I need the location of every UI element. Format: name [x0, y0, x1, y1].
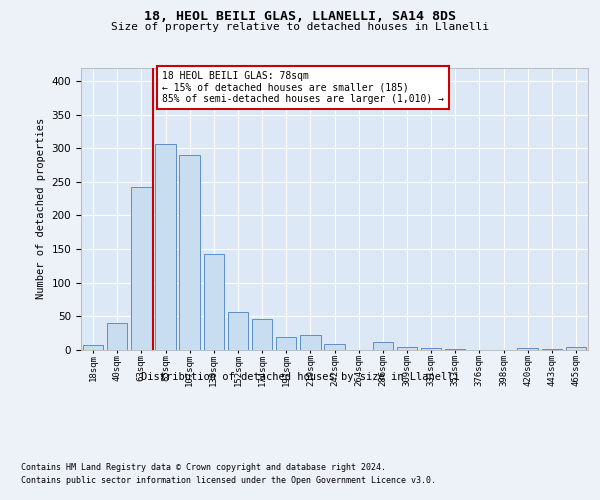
Bar — [107, 323, 127, 350]
Bar — [324, 344, 345, 350]
Bar — [155, 144, 176, 350]
Text: Distribution of detached houses by size in Llanelli: Distribution of detached houses by size … — [140, 372, 460, 382]
Bar — [542, 348, 562, 350]
Bar — [227, 312, 248, 350]
Bar — [517, 348, 538, 350]
Bar — [445, 348, 466, 350]
Bar — [252, 319, 272, 350]
Bar — [300, 335, 320, 350]
Text: Size of property relative to detached houses in Llanelli: Size of property relative to detached ho… — [111, 22, 489, 32]
Bar — [131, 187, 152, 350]
Bar — [397, 346, 417, 350]
Text: Contains public sector information licensed under the Open Government Licence v3: Contains public sector information licen… — [21, 476, 436, 485]
Y-axis label: Number of detached properties: Number of detached properties — [36, 118, 46, 300]
Bar — [203, 254, 224, 350]
Text: 18, HEOL BEILI GLAS, LLANELLI, SA14 8DS: 18, HEOL BEILI GLAS, LLANELLI, SA14 8DS — [144, 10, 456, 23]
Bar — [276, 336, 296, 350]
Bar — [421, 348, 442, 350]
Bar — [373, 342, 393, 350]
Bar — [179, 155, 200, 350]
Bar — [83, 344, 103, 350]
Bar — [566, 348, 586, 350]
Text: 18 HEOL BEILI GLAS: 78sqm
← 15% of detached houses are smaller (185)
85% of semi: 18 HEOL BEILI GLAS: 78sqm ← 15% of detac… — [162, 71, 444, 104]
Text: Contains HM Land Registry data © Crown copyright and database right 2024.: Contains HM Land Registry data © Crown c… — [21, 462, 386, 471]
